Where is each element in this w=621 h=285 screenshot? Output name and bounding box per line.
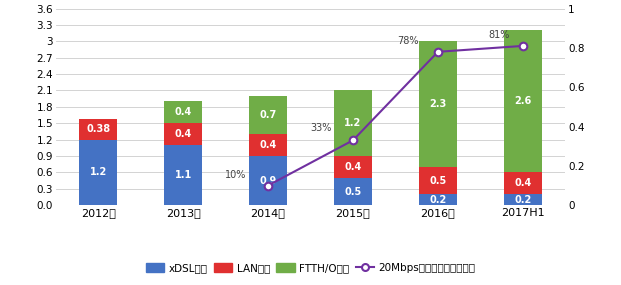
Text: 0.5: 0.5	[429, 176, 446, 186]
Text: 0.38: 0.38	[86, 124, 110, 134]
Text: 0.2: 0.2	[429, 195, 446, 205]
Bar	[164, 123, 202, 145]
Text: 0.7: 0.7	[260, 110, 276, 120]
Text: 33%: 33%	[310, 123, 332, 133]
Text: 2.3: 2.3	[429, 99, 446, 109]
Bar	[419, 41, 457, 167]
Bar	[249, 96, 287, 134]
Bar	[164, 101, 202, 123]
Text: 1.2: 1.2	[345, 118, 361, 128]
Text: 78%: 78%	[397, 36, 419, 46]
Bar	[334, 156, 372, 178]
Text: 0.4: 0.4	[260, 140, 276, 150]
Bar	[249, 134, 287, 156]
Text: 81%: 81%	[488, 30, 510, 40]
Bar	[419, 194, 457, 205]
Bar	[79, 140, 117, 205]
Text: 1.2: 1.2	[89, 167, 107, 178]
Text: 0.2: 0.2	[514, 195, 532, 205]
Text: 2.6: 2.6	[514, 96, 532, 106]
Bar	[79, 119, 117, 140]
Bar	[334, 178, 372, 205]
Bar	[164, 145, 202, 205]
Text: 0.4: 0.4	[345, 162, 361, 172]
Bar	[504, 194, 542, 205]
Text: 0.4: 0.4	[175, 107, 192, 117]
Text: 1.1: 1.1	[175, 170, 192, 180]
Text: 0.4: 0.4	[514, 178, 532, 188]
Text: 10%: 10%	[225, 170, 247, 180]
Bar	[504, 30, 542, 172]
Legend: xDSL用户, LAN用户, FTTH/O用户, 20Mbps及以上宽带用户占比: xDSL用户, LAN用户, FTTH/O用户, 20Mbps及以上宽带用户占比	[142, 258, 479, 277]
Text: 0.9: 0.9	[260, 176, 276, 186]
Text: 0.4: 0.4	[175, 129, 192, 139]
Bar	[419, 167, 457, 194]
Bar	[504, 172, 542, 194]
Bar	[334, 91, 372, 156]
Text: 0.5: 0.5	[345, 187, 361, 197]
Bar	[249, 156, 287, 205]
